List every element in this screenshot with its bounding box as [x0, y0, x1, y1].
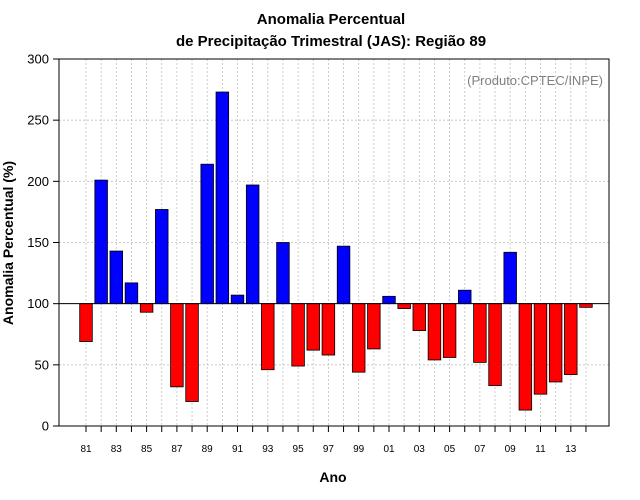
x-tick-label: 01 — [383, 444, 395, 455]
bar-90 — [215, 91, 230, 305]
x-tick-label: 07 — [474, 444, 486, 455]
bar-97 — [321, 303, 336, 356]
bar-99 — [351, 303, 366, 373]
y-tick-label: 300 — [27, 52, 49, 67]
bar-08 — [488, 303, 502, 387]
x-tick-label: 13 — [565, 444, 577, 455]
bar-05 — [442, 303, 457, 358]
y-tick-label: 150 — [27, 235, 49, 250]
bar-14 — [579, 303, 593, 308]
bar-11 — [533, 303, 548, 395]
bar-93 — [261, 303, 275, 371]
bar-83 — [109, 250, 124, 305]
x-axis-title: Ano — [319, 469, 346, 485]
bar-01 — [382, 295, 396, 305]
bar-02 — [397, 303, 411, 309]
bar-85 — [139, 303, 154, 313]
x-tick-label: 03 — [414, 444, 426, 455]
y-tick-label: 0 — [42, 419, 49, 434]
y-axis-ticks: 0 50 100 150 200 250 300 — [27, 52, 59, 434]
y-tick-label: 200 — [27, 174, 49, 189]
x-tick-label: 85 — [141, 444, 153, 455]
y-tick-label: 100 — [27, 296, 49, 311]
x-tick-label: 97 — [323, 444, 335, 455]
x-tick-label: 95 — [293, 444, 305, 455]
x-tick-label: 89 — [202, 444, 214, 455]
chart-subtitle: de Precipitação Trimestral (JAS): Região… — [176, 33, 486, 50]
bar-12 — [548, 303, 563, 383]
bar-81 — [79, 303, 93, 342]
bar-95 — [291, 303, 305, 367]
bar-94 — [276, 242, 290, 305]
x-tick-label: 87 — [171, 444, 183, 455]
chart-title: Anomalia Percentual — [257, 11, 405, 28]
bar-06 — [458, 289, 472, 305]
bar-84 — [124, 282, 139, 305]
bar-92 — [245, 184, 260, 305]
x-tick-label: 93 — [262, 444, 274, 455]
x-tick-label: 05 — [444, 444, 456, 455]
bar-91 — [230, 294, 245, 305]
x-tick-label: 81 — [80, 444, 92, 455]
bar-00 — [367, 303, 381, 350]
x-tick-label: 83 — [111, 444, 123, 455]
y-axis-title: Anomalia Percentual (%) — [0, 161, 16, 325]
bar-07 — [473, 303, 487, 363]
bar-10 — [518, 303, 533, 411]
y-tick-label: 250 — [27, 113, 49, 128]
bar-09 — [503, 251, 517, 305]
x-tick-label: 91 — [232, 444, 244, 455]
bar-86 — [155, 209, 169, 305]
credit-annotation: (Produto:CPTEC/INPE) — [467, 73, 603, 88]
bar-96 — [306, 303, 320, 351]
bar-04 — [427, 303, 442, 361]
bar-03 — [412, 303, 427, 331]
x-tick-label: 11 — [535, 444, 546, 455]
bar-13 — [564, 303, 578, 376]
x-axis-ticks: 81 83 85 87 89 91 93 95 97 99 01 03 05 07 09 11 13 — [80, 426, 587, 455]
x-tick-label: 99 — [353, 444, 365, 455]
bar-89 — [200, 163, 214, 305]
bar-82 — [94, 179, 108, 305]
bar-87 — [170, 303, 184, 388]
bar-98 — [336, 245, 351, 305]
y-tick-label: 50 — [35, 357, 49, 372]
bar-88 — [185, 303, 199, 402]
x-tick-label: 09 — [505, 444, 517, 455]
bars — [79, 91, 593, 411]
